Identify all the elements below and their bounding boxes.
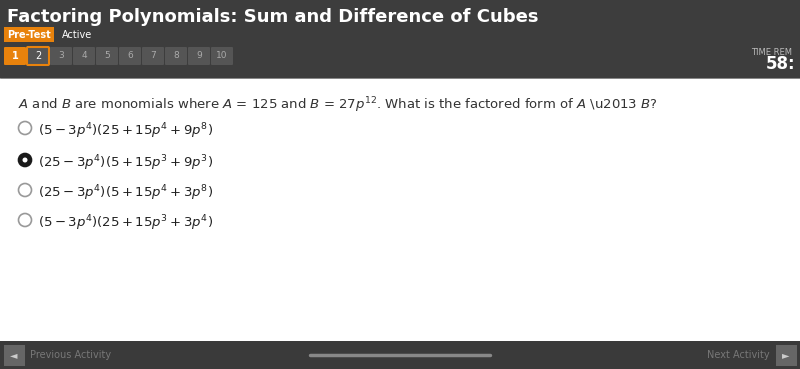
FancyBboxPatch shape xyxy=(188,47,210,65)
Text: Previous Activity: Previous Activity xyxy=(30,350,111,360)
Text: $(25-3p^4)(5+15p^3+9p^3)$: $(25-3p^4)(5+15p^3+9p^3)$ xyxy=(38,153,213,173)
Text: $(5-3p^4)(25+15p^4+9p^8)$: $(5-3p^4)(25+15p^4+9p^8)$ xyxy=(38,121,213,141)
Circle shape xyxy=(22,158,27,162)
Text: ►: ► xyxy=(782,350,790,360)
FancyBboxPatch shape xyxy=(775,345,797,366)
FancyBboxPatch shape xyxy=(119,47,141,65)
FancyBboxPatch shape xyxy=(50,47,72,65)
Circle shape xyxy=(18,214,31,227)
FancyBboxPatch shape xyxy=(0,341,800,369)
Text: Next Activity: Next Activity xyxy=(707,350,770,360)
FancyBboxPatch shape xyxy=(4,27,54,42)
Text: $A$ and $B$ are monomials where $A$ = 125 and $B$ = 27$p^{12}$. What is the fact: $A$ and $B$ are monomials where $A$ = 12… xyxy=(18,95,658,115)
Text: 5: 5 xyxy=(104,52,110,61)
Text: $(25-3p^4)(5+15p^4+3p^8)$: $(25-3p^4)(5+15p^4+3p^8)$ xyxy=(38,183,213,203)
Text: TIME REM: TIME REM xyxy=(751,48,792,57)
Text: Pre-Test: Pre-Test xyxy=(7,30,51,39)
Text: $(5-3p^4)(25+15p^3+3p^4)$: $(5-3p^4)(25+15p^3+3p^4)$ xyxy=(38,213,213,232)
FancyBboxPatch shape xyxy=(96,47,118,65)
Text: 6: 6 xyxy=(127,52,133,61)
Text: Active: Active xyxy=(62,30,92,39)
Text: Factoring Polynomials: Sum and Difference of Cubes: Factoring Polynomials: Sum and Differenc… xyxy=(7,8,538,26)
Text: 9: 9 xyxy=(196,52,202,61)
FancyBboxPatch shape xyxy=(4,47,26,65)
Text: 2: 2 xyxy=(35,51,41,61)
Text: 3: 3 xyxy=(58,52,64,61)
FancyBboxPatch shape xyxy=(142,47,164,65)
Circle shape xyxy=(18,183,31,197)
FancyBboxPatch shape xyxy=(73,47,95,65)
Text: 10: 10 xyxy=(216,52,228,61)
FancyBboxPatch shape xyxy=(27,47,49,65)
FancyBboxPatch shape xyxy=(165,47,187,65)
Text: 4: 4 xyxy=(81,52,87,61)
Text: 58:: 58: xyxy=(766,55,795,73)
Text: ◄: ◄ xyxy=(10,350,18,360)
Circle shape xyxy=(18,154,31,166)
FancyBboxPatch shape xyxy=(0,78,800,369)
FancyBboxPatch shape xyxy=(3,345,25,366)
Circle shape xyxy=(18,121,31,134)
Text: 7: 7 xyxy=(150,52,156,61)
Text: 8: 8 xyxy=(173,52,179,61)
FancyBboxPatch shape xyxy=(211,47,233,65)
Text: 1: 1 xyxy=(12,51,18,61)
FancyBboxPatch shape xyxy=(0,0,800,78)
